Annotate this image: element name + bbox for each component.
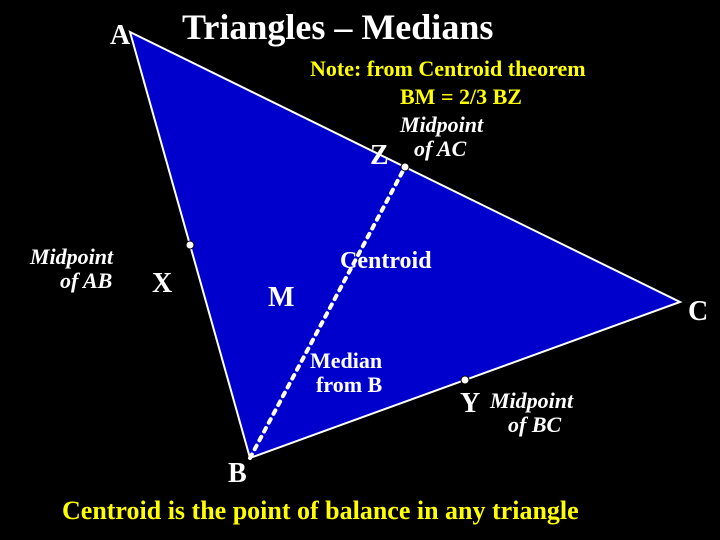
midpoint-bc-l2: of BC	[508, 412, 561, 438]
point-m-label: M	[268, 282, 294, 314]
median-b-l1: Median	[310, 348, 382, 374]
point-x-label: X	[152, 268, 172, 300]
vertex-c-label: C	[688, 296, 708, 328]
midpoint-ac-l2: of AC	[414, 136, 466, 162]
midpoint-bc-l1: Midpoint	[490, 388, 573, 414]
point-y-label: Y	[460, 388, 480, 420]
median-b-l2: from B	[316, 372, 382, 398]
midpoint-ab-l2: of AB	[60, 268, 112, 294]
slide-title: Triangles – Medians	[182, 6, 493, 48]
vertex-a-label: A	[110, 20, 130, 52]
midpoint-ac-l1: Midpoint	[400, 112, 483, 138]
point-z-label: Z	[370, 140, 389, 172]
vertex-b-label: B	[228, 458, 247, 490]
note-line-2: BM = 2/3 BZ	[400, 84, 522, 110]
note-line-1: Note: from Centroid theorem	[310, 56, 586, 82]
footer-text: Centroid is the point of balance in any …	[62, 496, 579, 526]
midpoint-ab-l1: Midpoint	[30, 244, 113, 270]
centroid-label: Centroid	[340, 248, 432, 275]
